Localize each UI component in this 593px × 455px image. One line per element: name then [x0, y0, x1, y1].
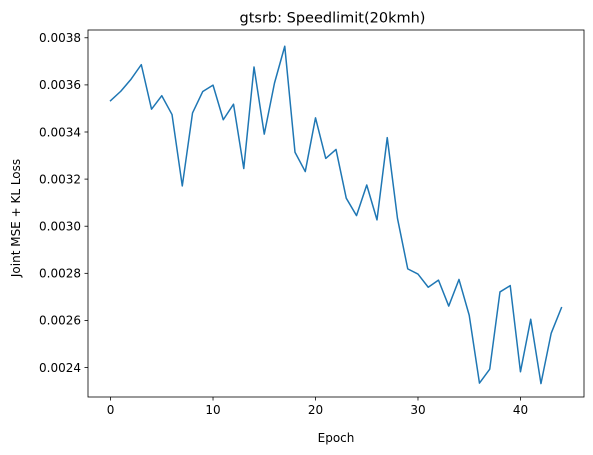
y-tick-label: 0.0028: [39, 267, 81, 281]
plot-frame: [87, 29, 585, 398]
y-tick-label: 0.0032: [39, 172, 81, 186]
chart-title: gtsrb: Speedlimit(20kmh): [240, 11, 426, 27]
x-tick-label: 0: [107, 403, 115, 417]
y-tick-label: 0.0034: [39, 125, 81, 139]
series-line-0: [109, 45, 563, 385]
x-tick-label: 30: [410, 403, 425, 417]
x-axis-label: Epoch: [318, 431, 355, 445]
x-tick-label: 10: [205, 403, 220, 417]
x-tick-label: 40: [513, 403, 528, 417]
y-tick-label: 0.0026: [39, 314, 81, 328]
y-tick-label: 0.0038: [39, 31, 81, 45]
y-tick-label: 0.0036: [39, 78, 81, 92]
y-axis-label: Joint MSE + KL Loss: [9, 159, 23, 278]
plot-area: 0 10 20 30 40 0.0024 0.0026 0.0028 0.0030 0.0032 0…: [39, 29, 585, 417]
x-tick-label: 20: [308, 403, 323, 417]
y-tick-label: 0.0024: [39, 361, 81, 375]
y-tick-label: 0.0030: [39, 220, 81, 234]
